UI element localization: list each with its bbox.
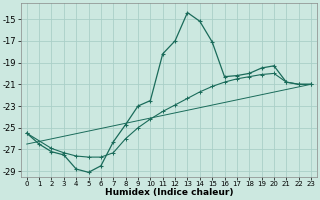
X-axis label: Humidex (Indice chaleur): Humidex (Indice chaleur) <box>105 188 233 197</box>
